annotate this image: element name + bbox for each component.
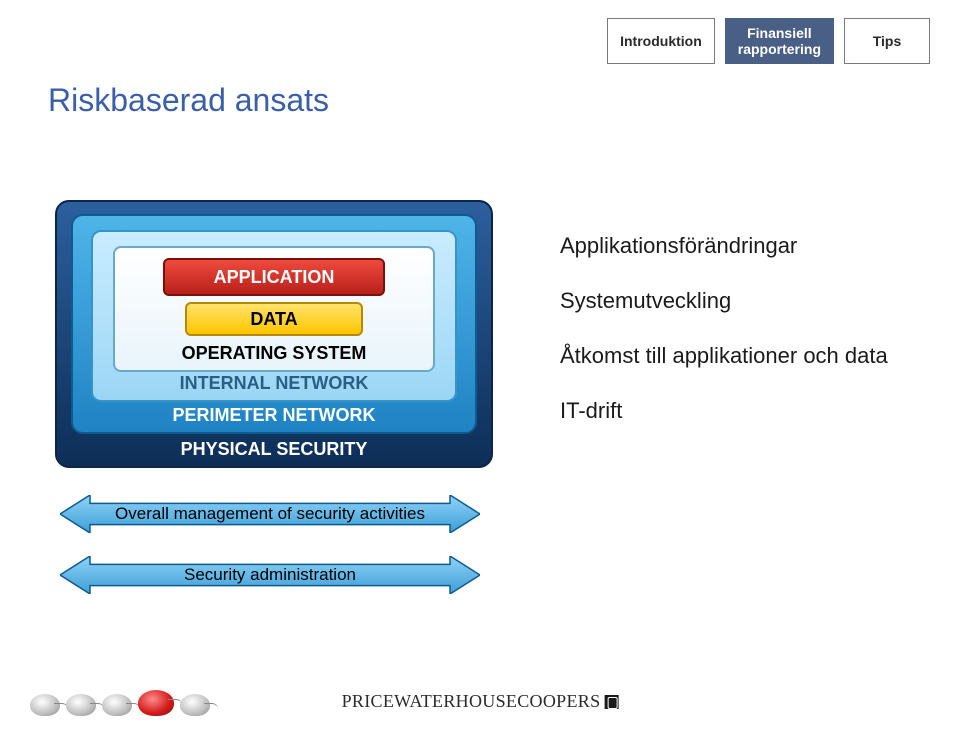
data-chip: DATA: [185, 302, 363, 336]
bullet-item: Systemutveckling: [560, 273, 888, 328]
bullet-item: Applikationsförändringar: [560, 218, 888, 273]
overall-mgmt-arrow: Overall management of security activitie…: [60, 495, 480, 533]
mouse-icon-red: [138, 690, 174, 716]
overall-mgmt-arrow-label: Overall management of security activitie…: [60, 495, 480, 533]
tab-introduktion[interactable]: Introduktion: [607, 18, 715, 64]
tabs: Introduktion Finansiell rapportering Tip…: [607, 18, 930, 64]
sec-admin-arrow-label: Security administration: [60, 556, 480, 594]
footer: PRICEWATERHOUSECOOPERS: [0, 668, 960, 718]
sec-admin-arrow: Security administration: [60, 556, 480, 594]
mouse-icon: [66, 694, 96, 716]
mouse-icon: [180, 694, 210, 716]
brand-mark-icon: [604, 695, 618, 709]
brand-logo: PRICEWATERHOUSECOOPERS: [342, 691, 619, 712]
page-title: Riskbaserad ansats: [48, 82, 329, 119]
application-chip: APPLICATION: [163, 258, 385, 296]
mouse-row-icon: [30, 690, 210, 716]
bullet-list: Applikationsförändringar Systemutvecklin…: [560, 218, 888, 438]
tab-tips[interactable]: Tips: [844, 18, 930, 64]
bullet-item: Åtkomst till applikationer och data: [560, 328, 888, 383]
bullet-item: IT-drift: [560, 383, 888, 438]
mouse-icon: [102, 694, 132, 716]
tab-finansiell-rapportering[interactable]: Finansiell rapportering: [725, 18, 834, 64]
mouse-icon: [30, 694, 60, 716]
